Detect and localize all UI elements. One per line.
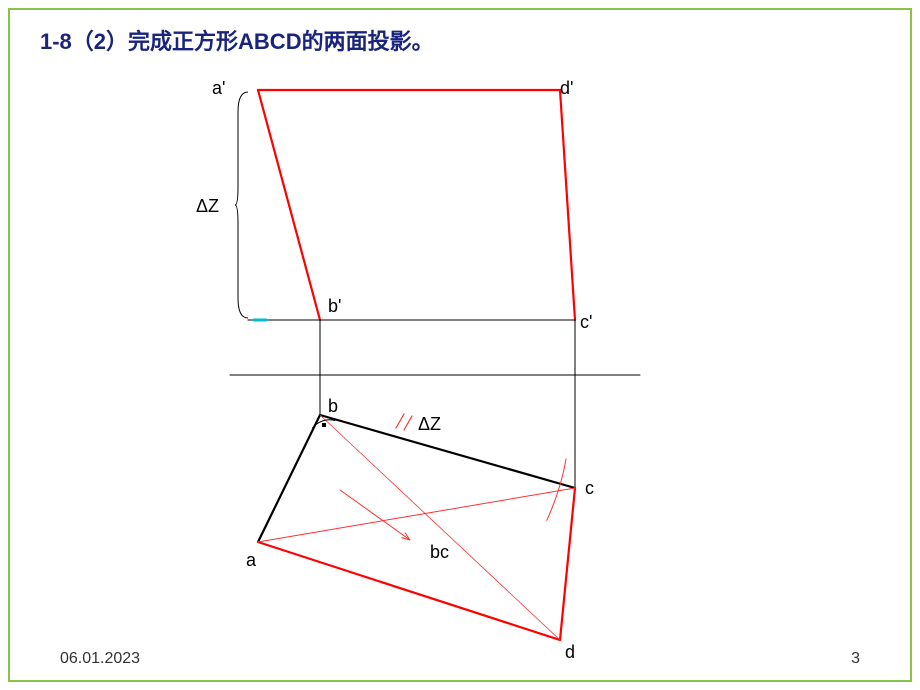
- label-aP: a': [212, 78, 225, 99]
- label-bP: b': [328, 296, 341, 317]
- edge-a-d: [258, 542, 560, 640]
- label-c: c: [585, 478, 594, 499]
- edge-c-d: [560, 488, 575, 640]
- hash-mark-2: [404, 416, 412, 430]
- diagram-canvas: [0, 0, 920, 690]
- edge-b-c: [320, 415, 575, 488]
- label-a: a: [246, 550, 256, 571]
- construction-a-c: [258, 488, 575, 542]
- label-dP: d': [560, 78, 573, 99]
- bc-arrow-head: [401, 533, 410, 540]
- label-cP: c': [580, 312, 592, 333]
- edge-dp-cp: [560, 90, 575, 320]
- label-b: b: [328, 396, 338, 417]
- label-dZ2: ΔZ: [418, 414, 441, 435]
- right-angle-dot: [322, 423, 326, 427]
- label-d: d: [565, 642, 575, 663]
- label-bc: bc: [430, 542, 449, 563]
- hash-mark-1: [396, 414, 404, 428]
- label-dZ1: ΔZ: [196, 196, 219, 217]
- bc-arrow-shaft: [340, 490, 410, 540]
- edge-ap-bp: [258, 90, 320, 320]
- edge-a-b: [258, 415, 320, 542]
- brace-delta-z: [235, 92, 248, 318]
